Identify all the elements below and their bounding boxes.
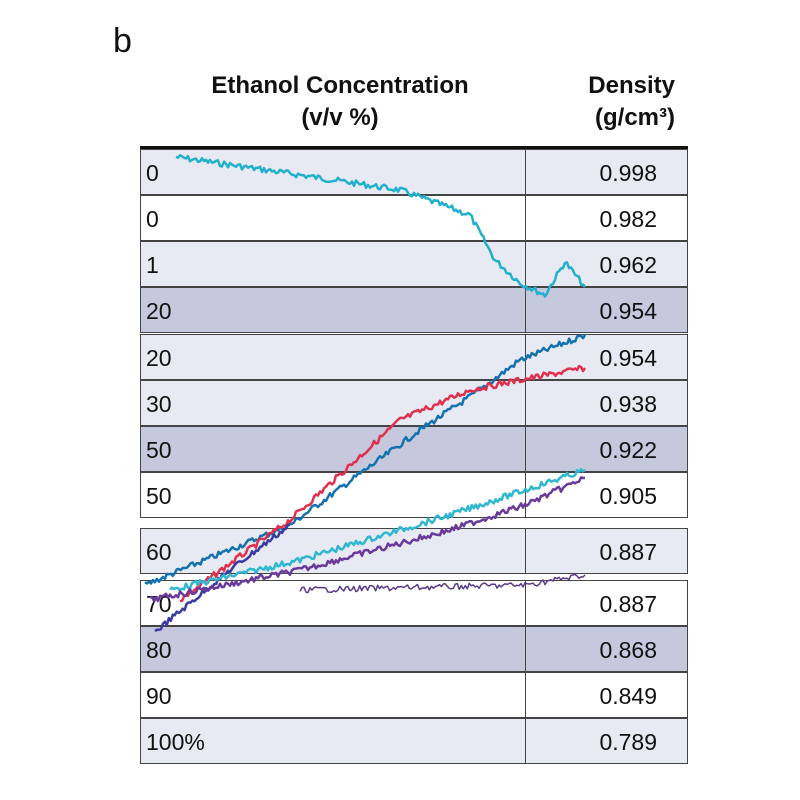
trace-line <box>149 476 585 603</box>
table-row: 50 0.922 <box>140 426 688 472</box>
concentration-cell: 50 <box>146 437 172 463</box>
density-cell: 0.954 <box>599 298 657 324</box>
concentration-cell: 20 <box>146 298 172 324</box>
density-cell: 0.887 <box>599 591 657 617</box>
table-row: 0 0.998 <box>140 149 688 195</box>
trace-line <box>144 334 587 585</box>
header-line: Ethanol Concentration <box>211 72 469 99</box>
density-cell: 0.849 <box>599 683 657 709</box>
table-row: 1 0.962 <box>140 241 688 287</box>
density-cell: 0.962 <box>599 252 657 278</box>
column-divider <box>525 150 526 194</box>
density-cell: 0.982 <box>599 206 657 232</box>
column-divider <box>525 196 526 240</box>
trace-line <box>179 364 587 603</box>
concentration-cell: 0 <box>146 206 159 232</box>
concentration-cell: 100% <box>146 729 205 755</box>
table-top-rule <box>140 146 688 149</box>
density-cell: 0.789 <box>599 729 657 755</box>
header-line: (g/cm³) <box>595 104 675 131</box>
concentration-cell: 30 <box>146 391 172 417</box>
concentration-cell: 90 <box>146 683 172 709</box>
column-divider <box>525 288 526 332</box>
density-cell: 0.922 <box>599 437 657 463</box>
column-divider <box>525 381 526 425</box>
trace-line <box>299 573 586 594</box>
table-row: 100% 0.789 <box>140 718 688 764</box>
table-row: 60 0.887 <box>140 528 688 574</box>
column-divider <box>525 673 526 717</box>
table-row: 50 0.905 <box>140 472 688 518</box>
density-cell: 0.868 <box>599 637 657 663</box>
panel-label: b <box>113 22 132 60</box>
table-row: 80 0.868 <box>140 626 688 672</box>
column-divider <box>525 719 526 763</box>
density-cell: 0.887 <box>599 539 657 565</box>
column-divider <box>525 627 526 671</box>
column-divider <box>525 529 526 573</box>
column-divider <box>525 581 526 625</box>
column-divider <box>525 242 526 286</box>
density-header: Density (g/cm³) <box>545 70 675 134</box>
table-row: 0 0.982 <box>140 195 688 241</box>
concentration-cell: 0 <box>146 160 159 186</box>
density-cell: 0.954 <box>599 345 657 371</box>
concentration-header: Ethanol Concentration (v/v %) <box>175 70 505 134</box>
concentration-cell: 20 <box>146 345 172 371</box>
table-row: 20 0.954 <box>140 334 688 380</box>
trace-line <box>175 154 586 298</box>
header-line: Density <box>588 72 675 99</box>
density-cell: 0.998 <box>599 160 657 186</box>
table-row: 30 0.938 <box>140 380 688 426</box>
table-row: 90 0.849 <box>140 672 688 718</box>
column-divider <box>525 473 526 517</box>
column-divider <box>525 427 526 471</box>
concentration-cell: 60 <box>146 539 172 565</box>
column-divider <box>525 335 526 379</box>
trace-line <box>154 523 290 633</box>
concentration-cell: 80 <box>146 637 172 663</box>
trace-line <box>169 468 586 592</box>
table-row: 20 0.954 <box>140 287 688 333</box>
concentration-cell: 1 <box>146 252 159 278</box>
density-cell: 0.938 <box>599 391 657 417</box>
concentration-cell: 50 <box>146 483 172 509</box>
density-cell: 0.905 <box>599 483 657 509</box>
header-line: (v/v %) <box>301 104 379 131</box>
